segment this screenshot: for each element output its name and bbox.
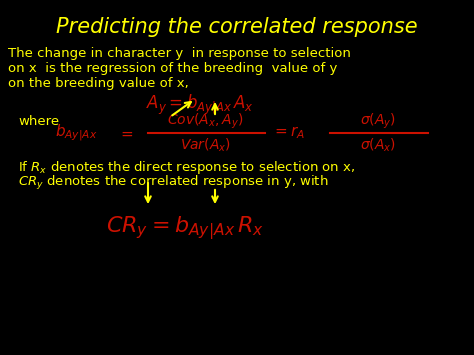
Text: where: where <box>18 115 59 128</box>
Text: The change in character y  in response to selection: The change in character y in response to… <box>8 47 351 60</box>
Text: $\sigma(A_y)$: $\sigma(A_y)$ <box>360 111 396 131</box>
Text: If $R_x$ denotes the direct response to selection on x,: If $R_x$ denotes the direct response to … <box>18 159 356 176</box>
Text: $Cov(A_x,A_y)$: $Cov(A_x,A_y)$ <box>167 111 243 131</box>
Text: $= r_A$: $= r_A$ <box>272 125 306 141</box>
Text: $A_y = b_{Ay|Ax}\,A_x$: $A_y = b_{Ay|Ax}\,A_x$ <box>146 93 254 117</box>
Text: on x  is the regression of the breeding  value of y: on x is the regression of the breeding v… <box>8 62 337 75</box>
Text: Predicting the correlated response: Predicting the correlated response <box>56 17 418 37</box>
Text: $=$: $=$ <box>118 126 134 141</box>
Text: $CR_y$ denotes the correlated response in y, with: $CR_y$ denotes the correlated response i… <box>18 174 328 192</box>
Text: $b_{Ay|Ax}$: $b_{Ay|Ax}$ <box>55 122 98 143</box>
Text: on the breeding value of x,: on the breeding value of x, <box>8 77 189 90</box>
Text: $Var(A_x)$: $Var(A_x)$ <box>180 136 230 154</box>
Text: $\sigma(A_x)$: $\sigma(A_x)$ <box>360 136 396 154</box>
Text: $CR_y = b_{Ay|Ax}\,R_x$: $CR_y = b_{Ay|Ax}\,R_x$ <box>106 215 264 242</box>
